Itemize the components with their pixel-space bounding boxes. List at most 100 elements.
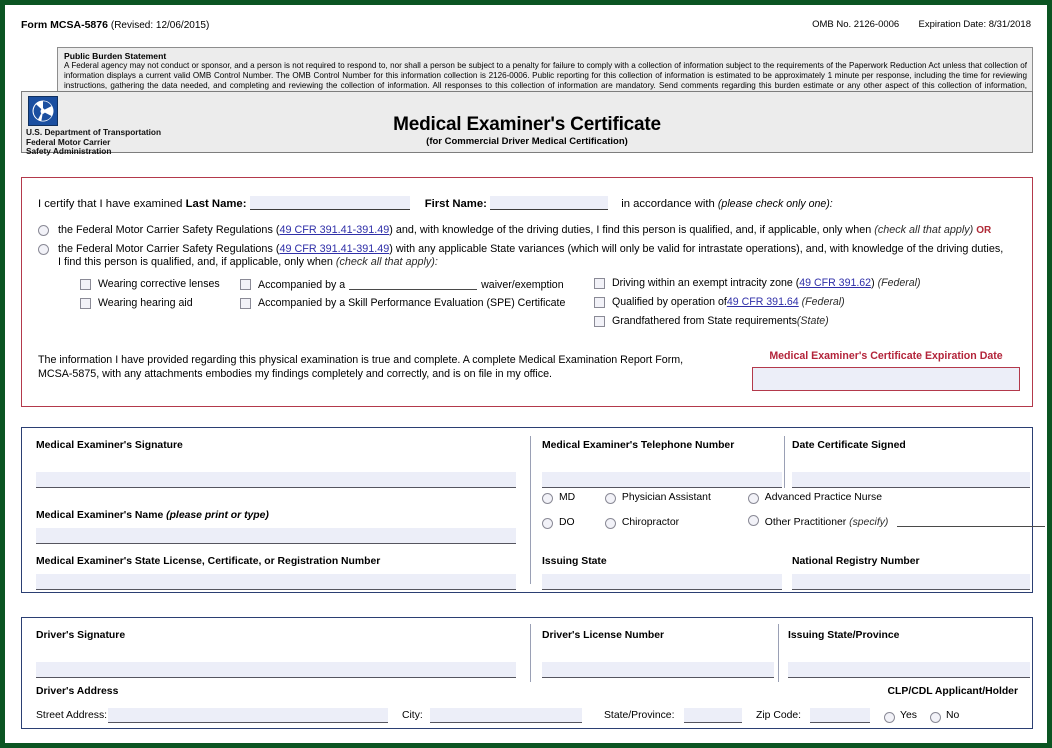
national-registry-input[interactable] [792, 574, 1030, 590]
examiner-name-label: Medical Examiner's Name (please print or… [36, 510, 269, 521]
examiner-signature-input[interactable] [36, 472, 516, 488]
dot-seal-icon [28, 96, 58, 126]
practitioner-label: MD [559, 492, 576, 503]
issuing-state-label: Issuing State [542, 556, 607, 567]
practitioner-label: Physician Assistant [621, 492, 711, 503]
checkbox-row[interactable]: Grandfathered from State requirements (S… [594, 315, 921, 334]
clp-cdl-yes-option[interactable]: Yes [884, 710, 917, 723]
radio-other-practitioner[interactable] [747, 515, 759, 526]
checkbox-corrective-lenses[interactable] [80, 279, 91, 290]
clp-cdl-applicant-label: CLP/CDL Applicant/Holder [887, 686, 1018, 697]
checkbox-row[interactable]: Driving within an exempt intracity zone … [594, 277, 921, 296]
clp-cdl-no-option[interactable]: No [930, 710, 959, 723]
checkbox-qualified-by-operation[interactable] [594, 297, 605, 308]
certificate-expiration-input[interactable] [752, 367, 1020, 391]
option2-pre-text: the Federal Motor Carrier Safety Regulat… [58, 243, 280, 255]
checkbox-row[interactable]: Qualified by operation of 49 CFR 391.64 … [594, 296, 921, 315]
examiner-name-label-text: Medical Examiner's Name [36, 510, 164, 521]
examiner-license-input[interactable] [36, 574, 516, 590]
radio-md[interactable] [542, 493, 553, 504]
check-only-one-hint: (please check only one): [717, 198, 833, 210]
option1-italic-hint: (check all that apply) [874, 224, 974, 236]
option2-line2-text: I find this person is qualified, and, if… [58, 256, 336, 269]
state-province-label: State/Province: [604, 710, 675, 721]
cfr-link-391-62[interactable]: 49 CFR 391.62 [799, 277, 872, 289]
driver-signature-input[interactable] [36, 662, 516, 678]
radio-state-variance[interactable] [38, 244, 49, 255]
checkbox-label-mid: ) [871, 277, 878, 289]
practitioner-do[interactable]: DO [542, 517, 602, 529]
other-practitioner-specify-input[interactable] [897, 514, 1046, 527]
checkbox-label-suffix: waiver/exemption [481, 279, 564, 291]
clp-yes-label: Yes [900, 710, 917, 721]
truth-statement-line-2: MCSA-5875, with any attachments embodies… [38, 367, 553, 380]
checkbox-row[interactable]: Wearing hearing aid [80, 297, 220, 316]
omb-number: OMB No. 2126-0006 [812, 19, 900, 30]
cfr-link-391-64[interactable]: 49 CFR 391.64 [726, 296, 799, 308]
certificate-expiration-label: Medical Examiner's Certificate Expiratio… [769, 350, 1003, 362]
checkbox-row[interactable]: Wearing corrective lenses [80, 278, 220, 297]
checkbox-hearing-aid[interactable] [80, 298, 91, 309]
driver-issuing-state-select[interactable] [788, 662, 1030, 678]
cfr-link-391-41-391-49-a[interactable]: 49 CFR 391.41-391.49 [279, 224, 390, 236]
in-accordance-text: in accordance with [621, 198, 715, 210]
radio-chiropractor[interactable] [604, 518, 616, 529]
practitioner-row-2: DO Chiropractor Other Practitioner (spec… [542, 514, 1046, 529]
driver-address-label: Driver's Address [36, 686, 119, 697]
date-certificate-signed-label: Date Certificate Signed [792, 440, 906, 451]
checkbox-row[interactable]: Accompanied by a waiver/exemption [240, 278, 565, 297]
driver-license-input[interactable] [542, 662, 774, 678]
practitioner-advanced-practice-nurse[interactable]: Advanced Practice Nurse [747, 492, 883, 504]
radio-federal-only[interactable] [38, 225, 49, 236]
practitioner-physician-assistant[interactable]: Physician Assistant [604, 492, 745, 504]
checkbox-label: Wearing corrective lenses [98, 278, 220, 290]
radio-physician-assistant[interactable] [604, 493, 616, 504]
practitioner-label: Advanced Practice Nurse [764, 492, 883, 503]
practitioner-md[interactable]: MD [542, 492, 602, 504]
certification-section: I certify that I have examined Last Name… [21, 177, 1033, 407]
driver-issuing-state-label: Issuing State/Province [788, 630, 900, 641]
checkbox-label: Driving within an exempt intracity zone … [612, 277, 800, 289]
regulation-option-1[interactable]: the Federal Motor Carrier Safety Regulat… [38, 224, 1022, 237]
date-certificate-signed-input[interactable] [792, 472, 1030, 488]
examiner-name-label-hint: (please print or type) [166, 510, 269, 521]
city-input[interactable] [430, 708, 582, 723]
cfr-link-391-41-391-49-b[interactable]: 49 CFR 391.41-391.49 [279, 243, 390, 255]
practitioner-other[interactable]: Other Practitioner (specify) [747, 514, 1046, 528]
national-registry-label: National Registry Number [792, 556, 920, 567]
practitioner-chiropractor[interactable]: Chiropractor [604, 517, 745, 529]
certify-name-line: I certify that I have examined Last Name… [38, 196, 1022, 210]
city-label: City: [402, 710, 423, 721]
waiver-exemption-input[interactable] [349, 278, 478, 290]
radio-do[interactable] [542, 518, 553, 529]
checkbox-accompanied-waiver[interactable] [240, 279, 251, 290]
agency-line-1: U.S. Department of Transportation [26, 127, 162, 137]
examiner-signature-label: Medical Examiner's Signature [36, 440, 183, 451]
checkbox-spe-certificate[interactable] [240, 298, 251, 309]
option1-pre-text: the Federal Motor Carrier Safety Regulat… [58, 224, 280, 236]
checkbox-grandfathered-state[interactable] [594, 316, 605, 327]
regulation-option-2[interactable]: the Federal Motor Carrier Safety Regulat… [38, 243, 1022, 270]
state-province-select[interactable] [684, 708, 742, 723]
zip-code-input[interactable] [810, 708, 870, 723]
omb-info: OMB No. 2126-0006 Expiration Date: 8/31/… [812, 19, 1031, 30]
first-name-input[interactable] [490, 196, 609, 210]
radio-advanced-practice-nurse[interactable] [747, 493, 759, 504]
option2-italic-hint: (check all that apply): [335, 256, 438, 269]
radio-clp-yes[interactable] [884, 712, 895, 723]
radio-clp-no[interactable] [930, 712, 941, 723]
checkbox-exempt-intracity-zone[interactable] [594, 278, 605, 289]
examiner-phone-input[interactable] [542, 472, 782, 488]
examiner-name-input[interactable] [36, 528, 516, 544]
checkbox-label: Accompanied by a [258, 279, 346, 291]
street-address-input[interactable] [108, 708, 388, 723]
examiner-license-label: Medical Examiner's State License, Certif… [36, 556, 381, 567]
form-canvas: Form MCSA-5876 (Revised: 12/06/2015) OMB… [5, 5, 1047, 743]
last-name-input[interactable] [249, 196, 410, 210]
issuing-state-select[interactable] [542, 574, 782, 590]
examiner-divider [530, 436, 531, 584]
first-name-label: First Name: [424, 198, 487, 210]
practitioner-other-hint: (specify) [849, 517, 889, 528]
checkbox-row[interactable]: Accompanied by a Skill Performance Evalu… [240, 297, 565, 316]
omb-expiration-date: Expiration Date: 8/31/2018 [918, 19, 1032, 30]
